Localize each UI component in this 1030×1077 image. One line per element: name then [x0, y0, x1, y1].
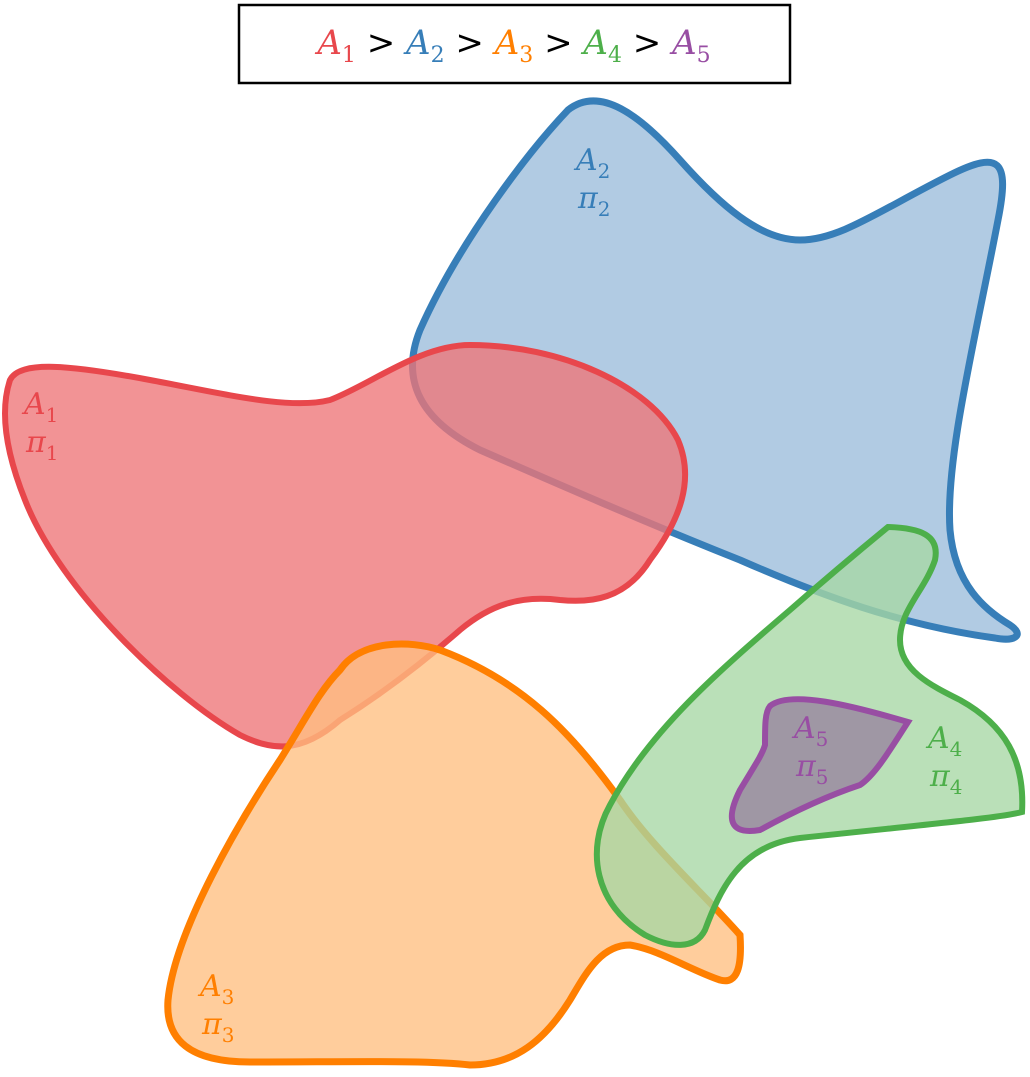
svg-text:A2: A2 [573, 143, 610, 183]
legend-separator: > [455, 23, 484, 63]
label-a1: A1 π1 [21, 387, 58, 465]
region-a3 [164, 640, 744, 1069]
svg-text:π5: π5 [795, 749, 828, 789]
legend-separator: > [367, 23, 396, 63]
svg-text:π3: π3 [201, 1007, 234, 1047]
svg-text:π2: π2 [577, 181, 610, 221]
label-a4: A4 π4 [925, 721, 962, 799]
legend-item-a4: A4 [580, 23, 622, 68]
legend-separator: > [544, 23, 573, 63]
label-a3: A3 π3 [197, 969, 234, 1047]
region-a1 [2, 341, 689, 750]
label-a5: A5 π5 [791, 711, 828, 789]
legend: A1 > A2 > A3 > A4 > A5 [237, 3, 792, 85]
legend-item-a2: A2 [403, 23, 445, 68]
legend-item-a1: A1 [314, 23, 356, 68]
svg-text:A3: A3 [197, 969, 234, 1009]
svg-text:A4: A4 [925, 721, 962, 761]
legend-separator: > [633, 23, 662, 63]
legend-item-a3: A3 [492, 23, 534, 68]
svg-text:A5: A5 [791, 711, 828, 751]
legend-ordering: A1 > A2 > A3 > A4 > A5 [314, 23, 710, 71]
svg-text:π1: π1 [25, 425, 58, 465]
legend-box [237, 3, 792, 85]
label-a2: A2 π2 [573, 143, 610, 221]
svg-text:π4: π4 [929, 759, 962, 799]
region-a5 [728, 696, 913, 834]
svg-text:A1: A1 [21, 387, 58, 427]
legend-item-a5: A5 [669, 23, 711, 68]
